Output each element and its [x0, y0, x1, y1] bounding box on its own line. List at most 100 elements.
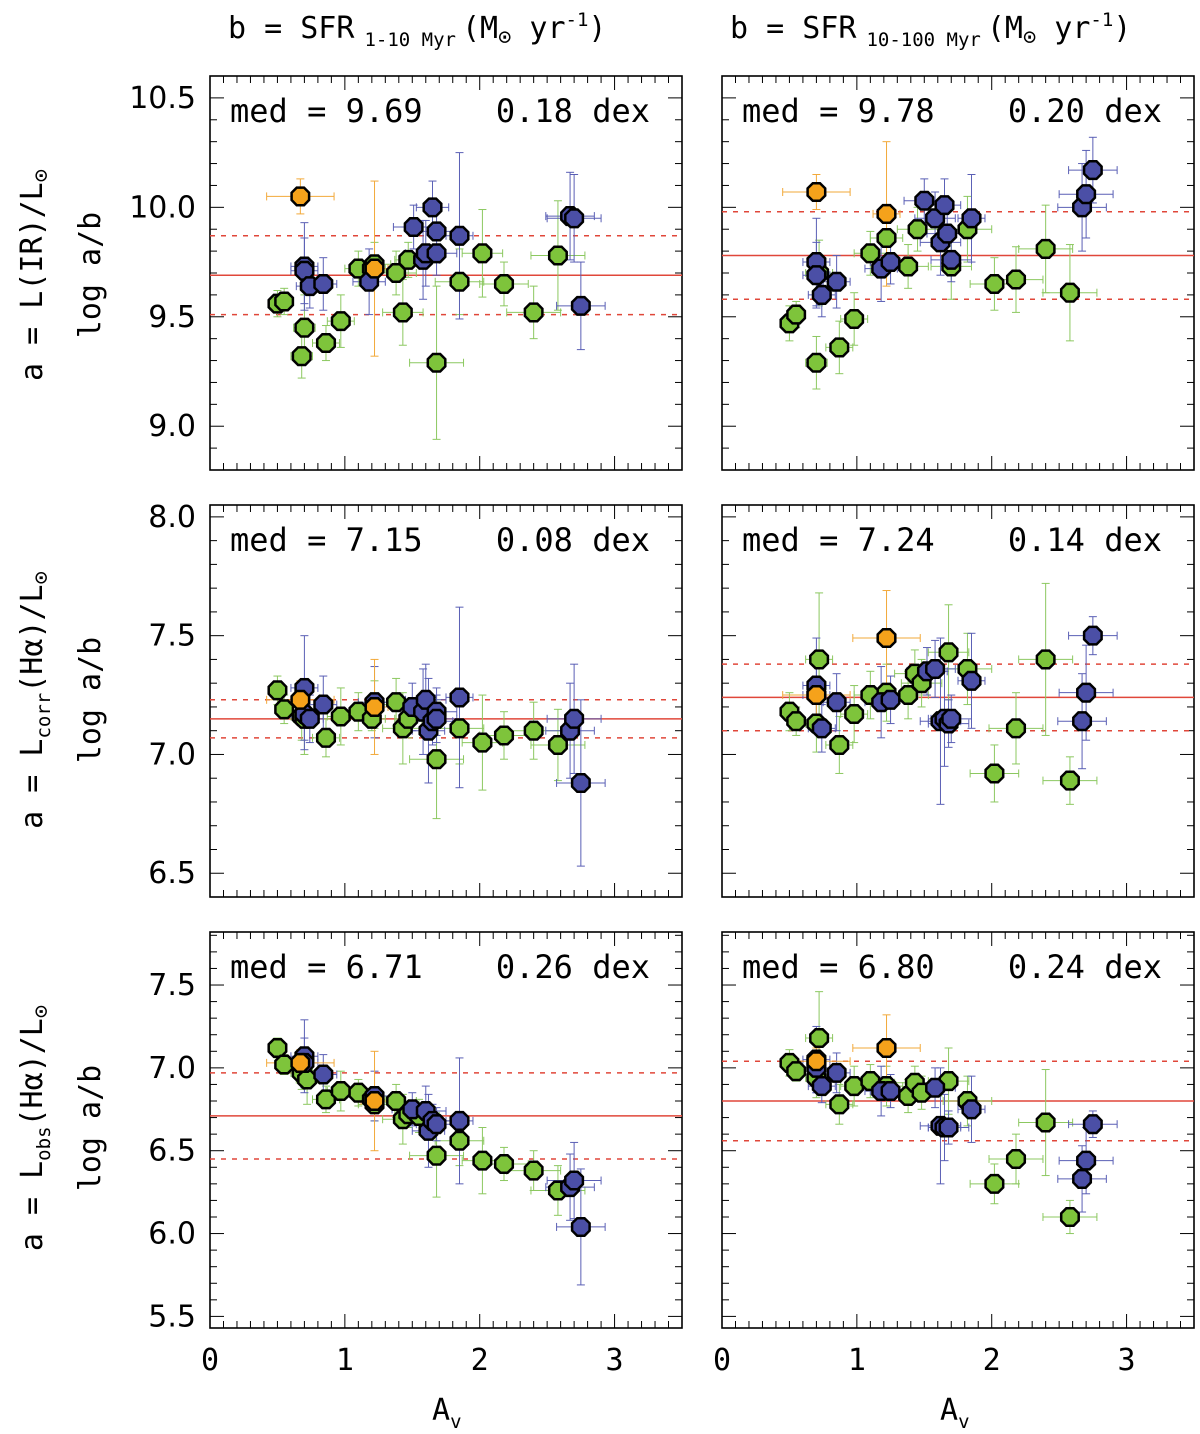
- marker-blue: [564, 208, 585, 229]
- scatter-label: 0.26 dex: [496, 948, 650, 986]
- marker-green: [392, 302, 413, 323]
- marker-blue: [449, 687, 470, 708]
- marker-green: [274, 1054, 295, 1075]
- marker-blue: [403, 217, 424, 238]
- panel-2: med = 9.78 0.20 dex: [721, 75, 1195, 471]
- y-tick-label: 5.5: [148, 1299, 196, 1334]
- x-tick-label: 1: [848, 1343, 866, 1378]
- marker-green: [330, 706, 351, 727]
- row-2-log-label: log a/b: [73, 637, 108, 763]
- marker-green: [547, 245, 568, 266]
- marker-blue: [1072, 1168, 1093, 1189]
- marker-blue: [961, 1099, 982, 1120]
- panel-1: 9.0 9.5 10.0 10.5 med = 9.69 0.18 dex: [129, 75, 683, 471]
- marker-green: [984, 763, 1005, 784]
- marker-green: [330, 1081, 351, 1102]
- marker-green: [898, 256, 919, 277]
- marker-orange: [876, 628, 897, 649]
- marker-green: [938, 642, 959, 663]
- median-label: med = 6.71: [230, 948, 423, 986]
- marker-blue: [570, 1216, 591, 1237]
- marker-blue: [826, 692, 847, 713]
- marker-orange: [290, 689, 311, 710]
- marker-green: [1005, 718, 1027, 739]
- marker-green: [493, 725, 515, 746]
- marker-blue: [422, 197, 443, 218]
- marker-orange: [876, 203, 897, 224]
- marker-green: [1059, 770, 1080, 791]
- y-tick-label: 8.0: [148, 500, 196, 535]
- marker-green: [1059, 282, 1080, 303]
- x-tick-label: 2: [471, 1343, 489, 1378]
- marker-orange: [806, 685, 827, 706]
- x-tick-label: 1: [336, 1343, 354, 1378]
- marker-green: [1035, 238, 1056, 259]
- marker-blue: [961, 208, 982, 229]
- panel-5: 0 1 2 3 5.5 6.0 6.5 7.0 7.5 med = 6.71 0.26 dex: [148, 931, 683, 1378]
- x-tick-label: 0: [201, 1343, 219, 1378]
- marker-green: [315, 333, 337, 354]
- median-label: med = 7.15: [230, 521, 423, 559]
- plot-area: [722, 991, 1194, 1235]
- marker-green: [844, 704, 865, 725]
- scatter-label: 0.18 dex: [496, 92, 650, 130]
- y-tick-label: 6.5: [148, 1134, 196, 1169]
- panels: 9.0 9.5 10.0 10.5 med = 9.69 0.18 dex med = 9.…: [129, 75, 1195, 1378]
- marker-green: [786, 1061, 807, 1082]
- marker-green: [449, 718, 470, 739]
- marker-green: [472, 732, 493, 753]
- marker-blue: [811, 1076, 832, 1097]
- marker-green: [829, 1094, 850, 1115]
- panel-frame: [721, 504, 1195, 898]
- marker-green: [267, 1037, 288, 1059]
- scatter-label: 0.24 dex: [1008, 948, 1162, 986]
- marker-blue: [826, 271, 847, 292]
- marker-blue: [880, 1081, 901, 1102]
- marker-green: [523, 720, 544, 741]
- marker-green: [1005, 1148, 1027, 1170]
- x-axis-label-right: Av: [940, 1393, 970, 1433]
- marker-blue: [941, 249, 962, 270]
- marker-blue: [961, 670, 982, 691]
- plot-area: [210, 152, 682, 440]
- scatter-label: 0.08 dex: [496, 521, 650, 559]
- y-tick-label: 7.5: [148, 619, 196, 654]
- panel-frame: [721, 931, 1195, 1329]
- marker-blue: [1082, 160, 1103, 181]
- marker-orange: [364, 258, 385, 279]
- plot-area: [722, 582, 1194, 805]
- x-axis-label-left: Av: [432, 1393, 462, 1433]
- marker-green: [386, 692, 407, 713]
- y-tick-label: 6.0: [148, 1217, 196, 1252]
- marker-green: [274, 699, 295, 720]
- marker-green: [1035, 649, 1056, 670]
- marker-green: [1035, 1112, 1056, 1133]
- marker-green: [449, 1130, 470, 1151]
- median-label: med = 9.69: [230, 92, 423, 130]
- panel-6: 0 1 2 3 med = 6.80 0.24 dex: [713, 931, 1195, 1378]
- marker-orange: [806, 181, 827, 203]
- panel-frame: [209, 75, 683, 471]
- marker-blue: [806, 265, 827, 286]
- marker-green: [274, 291, 295, 312]
- marker-green: [294, 317, 315, 338]
- y-tick-label: 7.0: [148, 1051, 196, 1086]
- marker-blue: [880, 689, 901, 710]
- marker-green: [876, 227, 897, 249]
- marker-blue: [937, 223, 958, 244]
- marker-blue: [1076, 184, 1097, 205]
- y-tick-label: 10.0: [129, 190, 196, 225]
- scatter-label: 0.20 dex: [1008, 92, 1162, 130]
- marker-blue: [941, 708, 962, 729]
- marker-green: [330, 311, 351, 332]
- marker-blue: [426, 708, 447, 729]
- plot-area: [210, 1019, 682, 1286]
- marker-blue: [449, 225, 470, 246]
- row-3-a-label: a = Lobs(Hα)/L⊙: [15, 1005, 55, 1251]
- marker-blue: [914, 190, 935, 211]
- marker-orange: [806, 1051, 827, 1072]
- scatter-label: 0.14 dex: [1008, 521, 1162, 559]
- marker-blue: [426, 243, 447, 264]
- y-tick-label: 7.0: [148, 737, 196, 772]
- marker-green: [860, 243, 881, 264]
